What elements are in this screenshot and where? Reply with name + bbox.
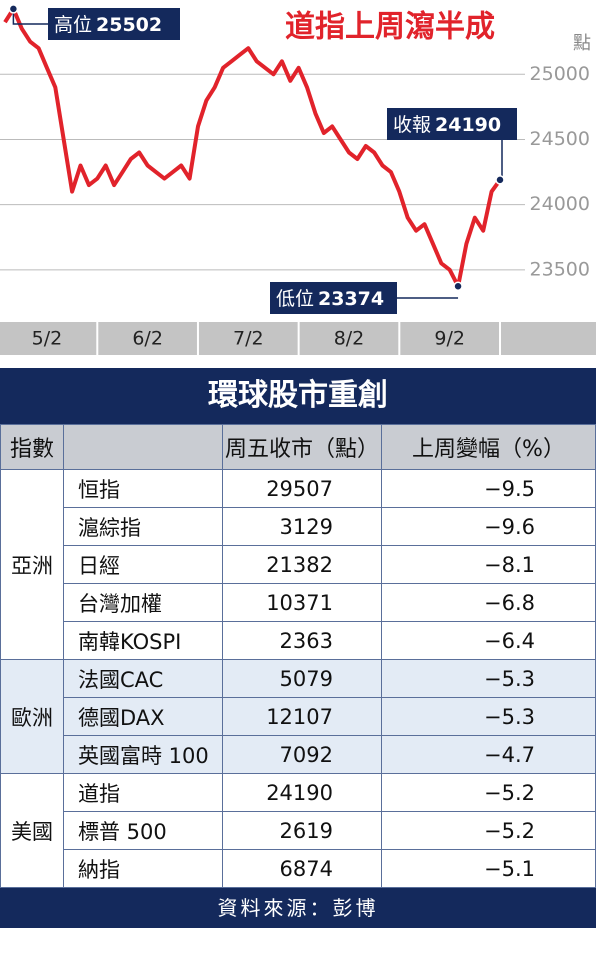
annotation-dot bbox=[8, 4, 19, 14]
annotation-label: 高位 bbox=[54, 14, 92, 36]
change-cell: −5.2 bbox=[381, 811, 596, 850]
annotation-dot bbox=[495, 175, 505, 185]
header-blank bbox=[63, 424, 223, 470]
close-cell: 2619 bbox=[222, 811, 382, 850]
close-cell: 5079 bbox=[222, 659, 382, 698]
annotation-value: 25502 bbox=[96, 14, 162, 36]
y-tick-label: 24500 bbox=[530, 128, 590, 150]
annotation-label: 低位 bbox=[276, 288, 314, 310]
name-cell: 恒指 bbox=[63, 469, 223, 508]
annotation-value: 24190 bbox=[435, 114, 501, 136]
table-row: 標普 500 2619 −5.2 bbox=[1, 811, 596, 850]
close-cell: 21382 bbox=[222, 545, 382, 584]
name-cell: 日經 bbox=[63, 545, 223, 584]
annotation-leader bbox=[12, 8, 48, 25]
table-row: 南韓KOSPI 2363 −6.4 bbox=[1, 621, 596, 660]
name-cell: 道指 bbox=[63, 773, 223, 812]
change-cell: −4.7 bbox=[381, 735, 596, 774]
annotation-box bbox=[48, 8, 180, 40]
y-tick-label: 24000 bbox=[530, 193, 590, 215]
header-cell: 周五收市（點） bbox=[222, 424, 382, 470]
change-cell: −9.6 bbox=[381, 507, 596, 546]
change-cell: −5.1 bbox=[381, 849, 596, 888]
name-cell: 納指 bbox=[63, 849, 223, 888]
y-tick-label: 23500 bbox=[530, 258, 590, 280]
table-row: 滬綜指 3129 −9.6 bbox=[1, 507, 596, 546]
close-cell: 10371 bbox=[222, 583, 382, 622]
change-cell: −5.2 bbox=[381, 773, 596, 812]
name-cell: 南韓KOSPI bbox=[63, 621, 223, 660]
table-row: 納指 6874 −5.1 bbox=[1, 849, 596, 888]
unit-label: 點 bbox=[573, 33, 591, 54]
header-cell: 上周變幅（%） bbox=[381, 424, 596, 470]
x-tick-label: 5/2 bbox=[32, 328, 63, 350]
table-title: 環球股市重創 bbox=[0, 368, 596, 424]
close-cell: 6874 bbox=[222, 849, 382, 888]
name-cell: 台灣加權 bbox=[63, 583, 223, 622]
name-cell: 英國富時 100 bbox=[63, 735, 223, 774]
name-cell: 德國DAX bbox=[63, 697, 223, 736]
annotation: 低位 23374 bbox=[276, 288, 384, 310]
x-tick-label: 6/2 bbox=[132, 328, 163, 350]
x-tick-label: 8/2 bbox=[334, 328, 365, 350]
annotation-box bbox=[387, 108, 517, 140]
table-row: 德國DAX 12107 −5.3 bbox=[1, 697, 596, 736]
close-cell: 12107 bbox=[222, 697, 382, 736]
close-cell: 3129 bbox=[222, 507, 382, 546]
source: 資料來源：彭博 bbox=[0, 888, 596, 928]
close-cell: 24190 bbox=[222, 773, 382, 812]
close-cell: 7092 bbox=[222, 735, 382, 774]
x-tick-label: 9/2 bbox=[434, 328, 465, 350]
table-row: 亞洲 恒指 29507 −9.5 bbox=[0, 469, 596, 660]
annotation-value: 23374 bbox=[318, 288, 384, 310]
table-row: 日經 21382 −8.1 bbox=[1, 545, 596, 584]
change-cell: −9.5 bbox=[381, 469, 596, 508]
name-cell: 滬綜指 bbox=[63, 507, 223, 546]
line-series bbox=[3, 6, 502, 289]
annotation-leader bbox=[500, 140, 503, 181]
table-row: 美國 道指 24190 −5.2 bbox=[0, 773, 596, 888]
change-cell: −5.3 bbox=[381, 697, 596, 736]
close-cell: 29507 bbox=[222, 469, 382, 508]
change-cell: −5.3 bbox=[381, 659, 596, 698]
region-cell: 美國 bbox=[0, 773, 64, 888]
x-tick-label: 7/2 bbox=[233, 328, 264, 350]
change-cell: −8.1 bbox=[381, 545, 596, 584]
name-cell: 標普 500 bbox=[63, 811, 223, 850]
table-row: 台灣加權 10371 −6.8 bbox=[1, 583, 596, 622]
chart: 道指上周瀉半成 點 23500 24000 24500 25000 5/2 6/2 7/2 8… bbox=[0, 4, 596, 355]
y-tick-label: 25000 bbox=[530, 63, 590, 85]
table: 環球股市重創 指數 周五收市（點） 上周變幅（%） 亞洲 恒指 29507 −9.5 滬綜指 3… bbox=[0, 368, 596, 928]
annotation-label: 收報 bbox=[393, 114, 431, 136]
table-row: 英國富時 100 7092 −4.7 bbox=[1, 735, 596, 774]
annotation: 高位 25502 bbox=[54, 14, 162, 36]
region-cell: 亞洲 bbox=[0, 469, 64, 660]
table-row: 歐洲 法國CAC 5079 −5.3 bbox=[0, 659, 596, 774]
annotation-dot bbox=[453, 281, 463, 291]
change-cell: −6.8 bbox=[381, 583, 596, 622]
header-cell: 指數 bbox=[0, 424, 64, 470]
close-cell: 2363 bbox=[222, 621, 382, 660]
chart-title: 道指上周瀉半成 bbox=[285, 10, 495, 45]
annotation: 收報 24190 bbox=[393, 114, 501, 136]
change-cell: −6.4 bbox=[381, 621, 596, 660]
data-table: 指數 周五收市（點） 上周變幅（%） 亞洲 恒指 29507 −9.5 滬綜指 3129 −9.6… bbox=[0, 424, 596, 888]
annotation-box bbox=[270, 282, 397, 314]
header-row: 指數 周五收市（點） 上周變幅（%） bbox=[0, 424, 596, 470]
name-cell: 法國CAC bbox=[63, 659, 223, 698]
region-cell: 歐洲 bbox=[0, 659, 64, 774]
